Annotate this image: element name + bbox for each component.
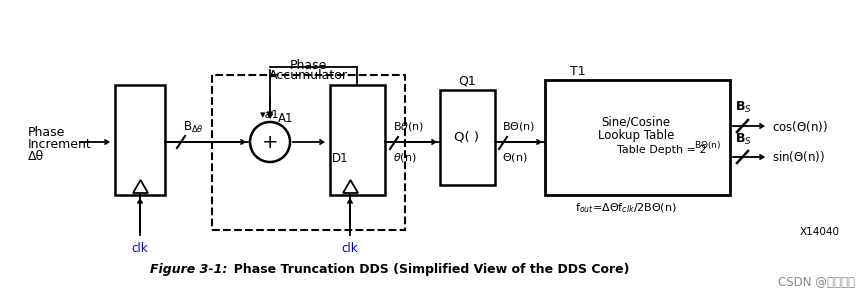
Text: B$\Theta$(n): B$\Theta$(n) — [502, 120, 535, 133]
Bar — [440, 90, 495, 185]
Text: B$\theta$(n): B$\theta$(n) — [393, 120, 424, 133]
Text: $\theta$(n): $\theta$(n) — [393, 151, 417, 164]
Text: B$_S$: B$_S$ — [735, 132, 752, 147]
Text: B$\Theta$(n): B$\Theta$(n) — [694, 139, 721, 151]
Text: Phase Truncation DDS (Simplified View of the DDS Core): Phase Truncation DDS (Simplified View of… — [225, 264, 630, 276]
Polygon shape — [343, 180, 358, 193]
Text: Phase: Phase — [28, 126, 66, 139]
Bar — [115, 85, 165, 195]
Text: A1: A1 — [278, 111, 293, 124]
Text: Increment: Increment — [28, 139, 92, 151]
Polygon shape — [133, 180, 148, 193]
Text: Phase: Phase — [289, 59, 327, 72]
Text: X14040: X14040 — [800, 227, 840, 237]
Text: Lookup Table: Lookup Table — [598, 130, 674, 142]
Bar — [330, 85, 385, 195]
Bar — [212, 75, 405, 230]
Text: CSDN @青青豌豆: CSDN @青青豌豆 — [778, 276, 855, 289]
Text: Sine/Cosine: Sine/Cosine — [601, 115, 670, 128]
Text: +: + — [262, 133, 279, 151]
Text: B$_S$: B$_S$ — [735, 100, 752, 115]
Text: ▾a1: ▾a1 — [260, 110, 279, 120]
Text: $\Theta$(n): $\Theta$(n) — [502, 151, 528, 164]
Text: B$_{\Delta\theta}$: B$_{\Delta\theta}$ — [183, 120, 203, 135]
Text: T1: T1 — [570, 65, 586, 78]
Text: clk: clk — [342, 242, 358, 255]
Text: sin($\Theta$(n)): sin($\Theta$(n)) — [772, 150, 825, 164]
Text: D1: D1 — [332, 152, 349, 165]
Text: Δθ: Δθ — [28, 151, 44, 164]
Text: f$_{out}$=Δ$\Theta$f$_{clk}$/2B$\Theta$(n): f$_{out}$=Δ$\Theta$f$_{clk}$/2B$\Theta$(… — [575, 201, 676, 215]
Text: Q1: Q1 — [458, 75, 476, 88]
Text: clk: clk — [131, 242, 148, 255]
Text: Accumulator: Accumulator — [268, 69, 348, 82]
Text: Q( ): Q( ) — [454, 130, 479, 144]
Text: Figure 3-1:: Figure 3-1: — [150, 264, 227, 276]
Text: cos($\Theta$(n)): cos($\Theta$(n)) — [772, 119, 828, 133]
Bar — [545, 80, 730, 195]
Text: Table Depth = 2: Table Depth = 2 — [617, 145, 707, 155]
